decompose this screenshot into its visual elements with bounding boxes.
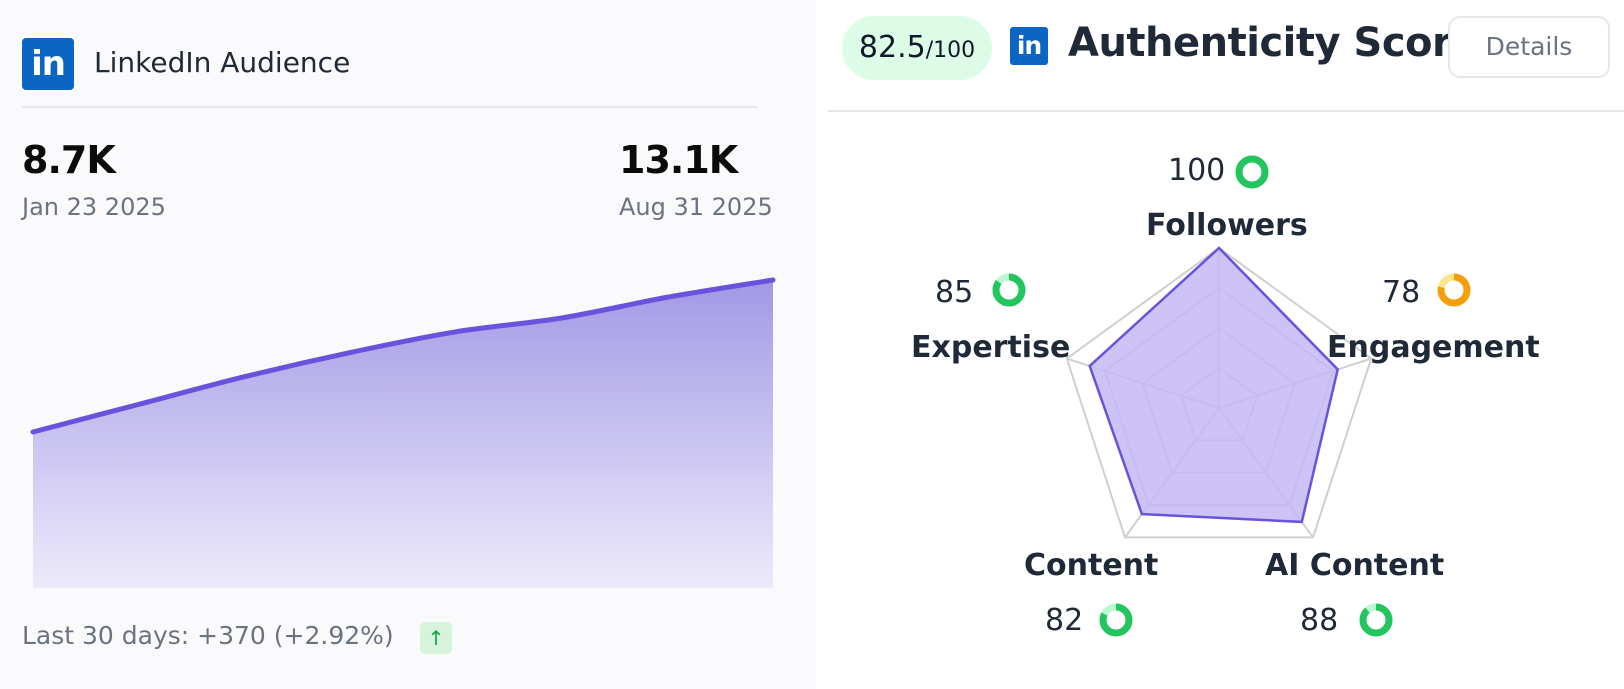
score-ring-icon bbox=[1235, 155, 1269, 189]
radar-axis-label: Engagement bbox=[1327, 330, 1540, 365]
score-badge: 82.5/100 bbox=[842, 16, 992, 80]
audience-divider bbox=[22, 106, 758, 108]
radar-axis-value: 82 bbox=[1045, 603, 1084, 638]
end-date: Aug 31 2025 bbox=[619, 193, 773, 221]
radar-axis-value: 88 bbox=[1300, 603, 1339, 638]
score-ring-icon bbox=[1437, 273, 1471, 307]
score-value: 82.5 bbox=[858, 30, 926, 65]
linkedin-audience-panel: in LinkedIn Audience 8.7K Jan 23 2025 13… bbox=[22, 38, 776, 654]
last-30-days-summary: Last 30 days: +370 (+2.92%) bbox=[22, 621, 394, 650]
end-value: 13.1K bbox=[619, 138, 738, 182]
radar-axis-value: 100 bbox=[1168, 153, 1226, 188]
details-button[interactable]: Details bbox=[1448, 16, 1610, 78]
radar-grid-ring bbox=[1065, 246, 1373, 539]
radar-axis-value: 78 bbox=[1382, 275, 1421, 310]
radar-value-shape bbox=[1088, 246, 1340, 524]
audience-title: LinkedIn Audience bbox=[94, 46, 351, 79]
radar-axis-label: AI Content bbox=[1265, 548, 1445, 583]
audience-line bbox=[30, 277, 776, 435]
start-value: 8.7K bbox=[22, 138, 116, 182]
radar-axis-label: Followers bbox=[1146, 208, 1308, 243]
linkedin-logo-icon: in bbox=[1010, 27, 1048, 65]
radar-axis-label: Content bbox=[1024, 548, 1159, 583]
area-fill bbox=[33, 280, 773, 588]
score-ring-icon bbox=[992, 273, 1026, 307]
start-date: Jan 23 2025 bbox=[22, 193, 166, 221]
radar-axis-label: Expertise bbox=[911, 330, 1071, 365]
score-suffix: /100 bbox=[925, 38, 976, 63]
audience-area-chart bbox=[30, 277, 776, 588]
score-ring-icon bbox=[1359, 603, 1393, 637]
authenticity-title: Authenticity Score bbox=[1068, 20, 1478, 66]
score-ring-icon bbox=[1099, 603, 1133, 637]
arrow-up-icon: ↑ bbox=[420, 622, 452, 654]
radar-axis-value: 85 bbox=[935, 275, 974, 310]
linkedin-logo-icon: in bbox=[22, 38, 74, 90]
authenticity-divider bbox=[828, 110, 1624, 112]
